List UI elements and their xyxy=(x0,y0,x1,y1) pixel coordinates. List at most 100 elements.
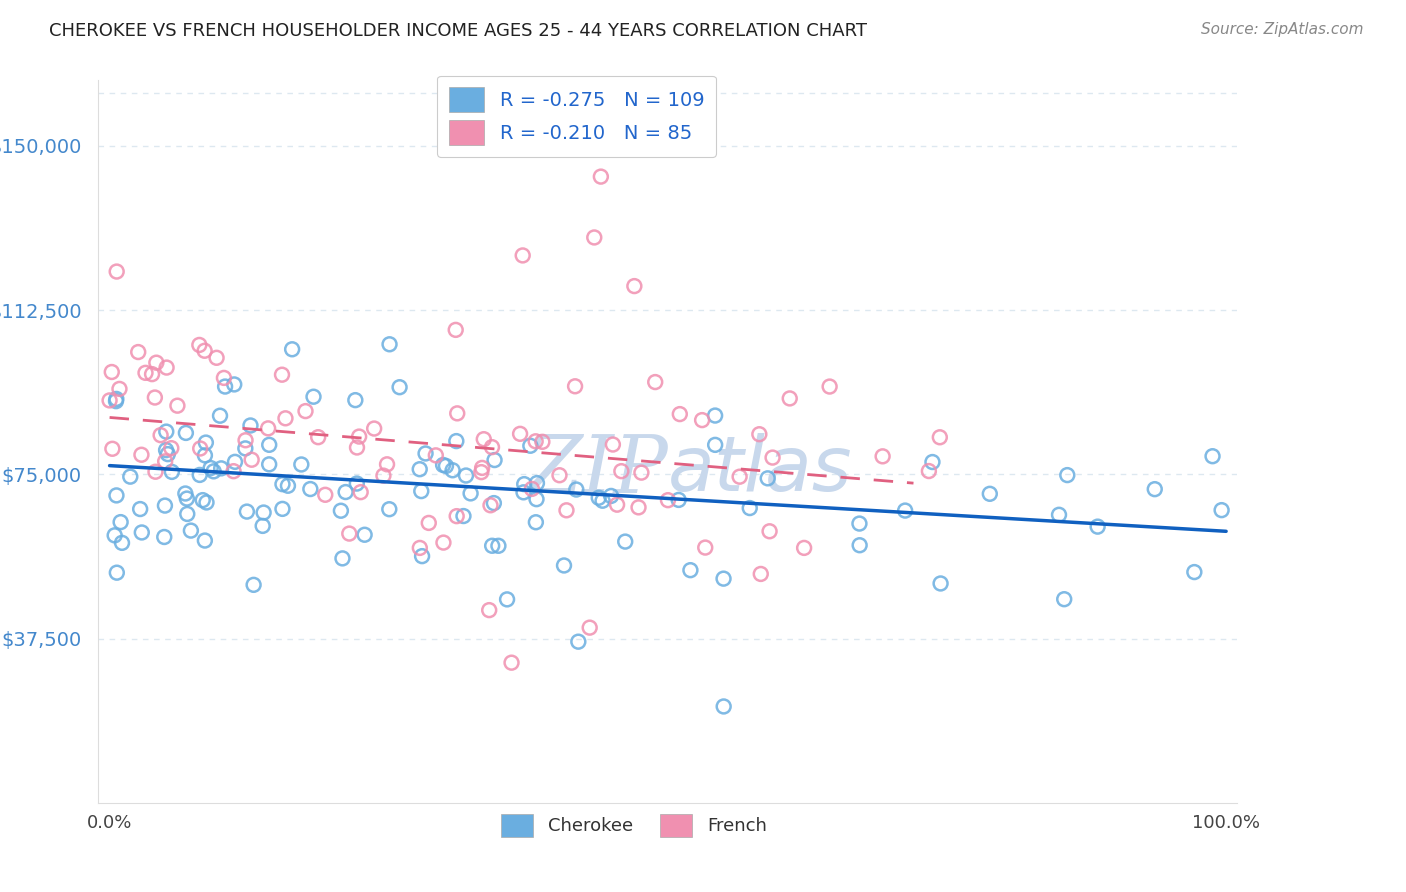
Point xyxy=(271,477,294,491)
Point xyxy=(127,345,149,359)
Point xyxy=(472,432,495,446)
Point xyxy=(1056,468,1078,483)
Point xyxy=(145,465,167,479)
Point xyxy=(479,498,502,512)
Point xyxy=(302,390,325,404)
Point xyxy=(481,440,503,454)
Point xyxy=(337,526,360,541)
Text: ZIP: ZIP xyxy=(526,432,668,509)
Point xyxy=(111,536,134,550)
Point xyxy=(564,379,586,393)
Point xyxy=(496,592,519,607)
Point xyxy=(233,442,256,456)
Point xyxy=(589,169,612,184)
Point xyxy=(627,500,650,515)
Point xyxy=(482,496,505,510)
Point xyxy=(375,458,398,472)
Point xyxy=(610,464,633,478)
Point xyxy=(630,466,652,480)
Point xyxy=(242,578,264,592)
Point xyxy=(378,337,401,351)
Point xyxy=(425,448,447,462)
Point xyxy=(1182,565,1205,579)
Point xyxy=(224,377,246,392)
Legend: Cherokee, French: Cherokee, French xyxy=(494,806,773,845)
Point xyxy=(105,392,128,406)
Point xyxy=(818,379,841,393)
Point xyxy=(501,656,523,670)
Point xyxy=(1211,503,1233,517)
Point xyxy=(695,541,717,555)
Point xyxy=(409,462,432,476)
Point xyxy=(669,407,692,421)
Point xyxy=(271,368,294,382)
Point xyxy=(848,538,870,552)
Point xyxy=(553,558,575,573)
Point xyxy=(415,446,437,460)
Point xyxy=(848,516,870,531)
Point xyxy=(520,482,543,496)
Point xyxy=(277,479,299,493)
Point xyxy=(921,455,943,469)
Point xyxy=(129,502,152,516)
Point xyxy=(350,485,373,500)
Point xyxy=(1087,519,1109,533)
Point xyxy=(1201,449,1223,463)
Point xyxy=(290,458,312,472)
Point xyxy=(222,464,245,478)
Point xyxy=(486,539,509,553)
Text: CHEROKEE VS FRENCH HOUSEHOLDER INCOME AGES 25 - 44 YEARS CORRELATION CHART: CHEROKEE VS FRENCH HOUSEHOLDER INCOME AG… xyxy=(49,22,868,40)
Point xyxy=(602,437,624,451)
Point xyxy=(194,343,217,358)
Point xyxy=(441,463,464,477)
Point xyxy=(704,438,727,452)
Point xyxy=(454,468,477,483)
Point xyxy=(141,367,163,381)
Point xyxy=(894,503,917,517)
Point xyxy=(188,442,211,456)
Point xyxy=(131,448,153,462)
Point xyxy=(100,365,122,379)
Point xyxy=(252,519,274,533)
Point xyxy=(481,539,503,553)
Point xyxy=(446,434,468,449)
Point xyxy=(134,366,156,380)
Point xyxy=(484,453,506,467)
Point xyxy=(526,492,548,507)
Point xyxy=(524,515,547,529)
Point xyxy=(378,502,401,516)
Point xyxy=(110,515,132,529)
Point xyxy=(583,230,606,244)
Point xyxy=(105,264,128,278)
Point xyxy=(509,426,531,441)
Point xyxy=(928,430,950,444)
Point xyxy=(411,549,433,563)
Point xyxy=(155,425,177,439)
Point xyxy=(1143,482,1166,496)
Point xyxy=(756,471,779,485)
Point xyxy=(104,528,127,542)
Point xyxy=(294,404,316,418)
Point xyxy=(779,392,801,406)
Point xyxy=(713,572,735,586)
Point xyxy=(444,323,467,337)
Point xyxy=(335,485,357,500)
Point xyxy=(145,356,167,370)
Point xyxy=(155,443,177,458)
Point xyxy=(578,621,600,635)
Point xyxy=(214,379,236,393)
Point xyxy=(470,465,492,479)
Point xyxy=(153,454,176,468)
Point xyxy=(704,409,727,423)
Point xyxy=(202,464,225,478)
Point xyxy=(713,699,735,714)
Point xyxy=(344,393,367,408)
Point xyxy=(174,425,197,440)
Point xyxy=(918,464,941,478)
Point xyxy=(657,493,679,508)
Text: atlas: atlas xyxy=(668,434,852,508)
Point xyxy=(758,524,780,539)
Point xyxy=(761,450,783,465)
Point xyxy=(194,533,217,548)
Point xyxy=(224,455,246,469)
